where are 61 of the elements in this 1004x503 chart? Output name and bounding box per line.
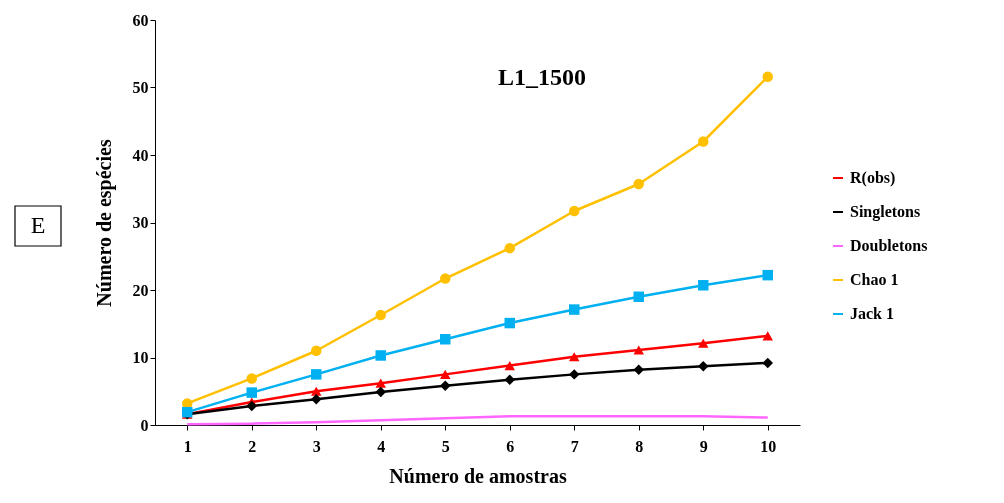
y-tick-label: 20: [132, 281, 149, 299]
x-tick-label: 5: [441, 437, 450, 455]
point: [698, 361, 709, 372]
point: [311, 345, 322, 356]
point: [633, 291, 644, 302]
point: [698, 136, 709, 147]
x-tick-label: 6: [506, 437, 515, 455]
point: [569, 369, 580, 380]
point: [633, 345, 644, 355]
y-axis-title: Número de espécies: [92, 139, 116, 307]
x-tick-label: 1: [183, 437, 192, 455]
point: [311, 369, 322, 380]
x-tick-label: 7: [570, 437, 579, 455]
point: [440, 380, 451, 392]
point: [569, 352, 580, 362]
point: [375, 378, 386, 388]
y-tick-label: 0: [140, 416, 149, 434]
x-axis-title: Número de amostras: [389, 464, 567, 487]
point: [440, 334, 451, 345]
point: [440, 273, 451, 284]
point: [633, 178, 644, 190]
y-tick-label: 40: [132, 146, 149, 164]
point: [569, 304, 580, 315]
point: [698, 280, 709, 291]
point: [311, 394, 322, 405]
x-tick-label: 3: [312, 437, 321, 455]
point: [246, 400, 257, 412]
point: [504, 361, 515, 371]
text: E: [30, 212, 46, 238]
text: L1_1500: [497, 64, 587, 90]
y-tick-label: 50: [132, 79, 149, 96]
y-tick-label: 30: [132, 214, 149, 231]
point: [246, 387, 257, 398]
point: [762, 71, 773, 82]
line-series: [186, 414, 769, 426]
x-tick-label: 10: [760, 437, 777, 455]
legend-label: R(obs): [850, 169, 896, 187]
point: [762, 357, 773, 369]
point: [311, 386, 322, 396]
point: [375, 386, 386, 398]
point: [698, 338, 709, 348]
point: [633, 364, 644, 375]
y-tick-label: 10: [132, 349, 149, 366]
y-tick-label: 60: [132, 11, 149, 29]
x-tick-label: 4: [377, 437, 386, 455]
point: [504, 374, 515, 386]
point: [440, 369, 451, 379]
legend-label: Chao 1: [850, 271, 899, 288]
x-tick-label: 2: [248, 437, 257, 455]
point: [504, 242, 515, 254]
x-tick-label: 9: [699, 437, 708, 455]
point: [246, 373, 257, 384]
point: [375, 309, 386, 321]
x-tick-label: 8: [635, 437, 644, 455]
legend-label: Singletons: [850, 203, 921, 221]
legend-label: Jack 1: [850, 305, 894, 322]
point: [762, 269, 773, 281]
point: [375, 350, 386, 361]
point: [504, 317, 515, 329]
legend-label: Doubletons: [850, 237, 928, 254]
point: [569, 205, 580, 217]
